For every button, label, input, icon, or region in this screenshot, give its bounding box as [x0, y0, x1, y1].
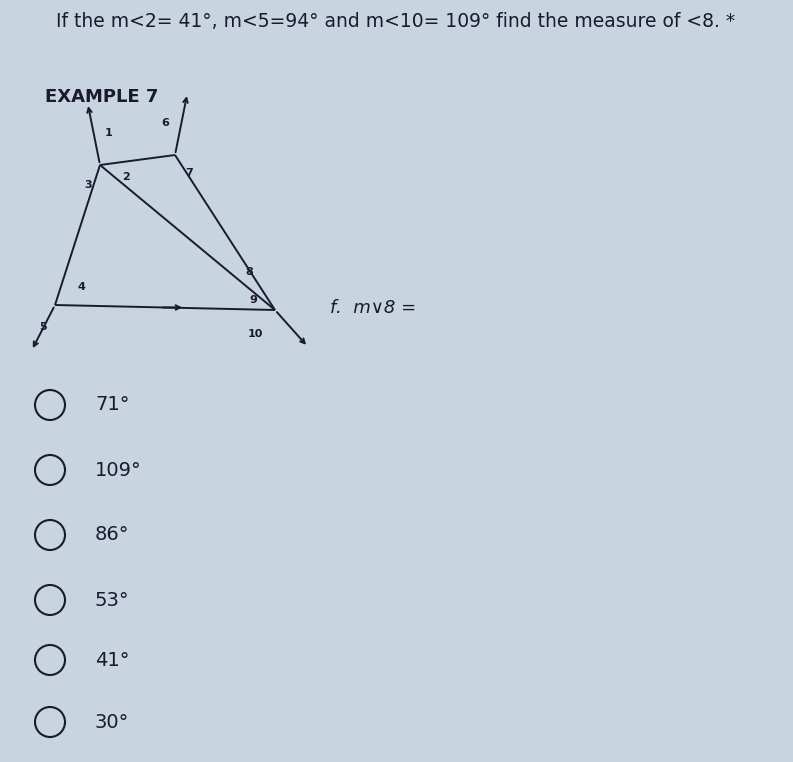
Text: f.  m∨8 =: f. m∨8 =: [330, 299, 416, 317]
Text: 41°: 41°: [95, 651, 129, 670]
Text: 8: 8: [245, 267, 253, 277]
Text: 7: 7: [185, 168, 193, 178]
Text: 10: 10: [247, 329, 263, 339]
Text: 9: 9: [249, 295, 257, 305]
Text: 5: 5: [40, 322, 47, 332]
Text: 53°: 53°: [95, 591, 129, 610]
Text: 2: 2: [122, 172, 130, 182]
Text: 109°: 109°: [95, 460, 142, 479]
Text: 1: 1: [105, 128, 113, 138]
Text: 4: 4: [77, 282, 85, 292]
Text: 86°: 86°: [95, 526, 129, 545]
Text: 3: 3: [84, 180, 92, 190]
Text: 6: 6: [161, 118, 169, 128]
Text: EXAMPLE 7: EXAMPLE 7: [45, 88, 159, 106]
Text: 30°: 30°: [95, 712, 129, 732]
Text: 71°: 71°: [95, 395, 129, 415]
Text: If the m<2= 41°, m<5=94° and m<10= 109° find the measure of <8. *: If the m<2= 41°, m<5=94° and m<10= 109° …: [56, 12, 736, 31]
